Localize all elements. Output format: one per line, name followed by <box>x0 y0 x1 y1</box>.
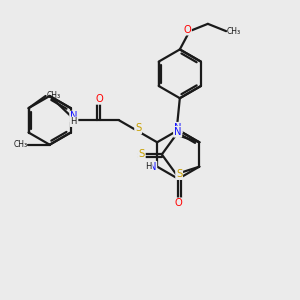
Text: S: S <box>176 169 182 179</box>
Text: S: S <box>135 123 141 133</box>
Text: O: O <box>183 25 191 35</box>
Text: N: N <box>70 112 77 122</box>
Text: S: S <box>139 149 145 160</box>
Text: H: H <box>146 162 152 171</box>
Text: CH₃: CH₃ <box>13 140 27 149</box>
Text: O: O <box>174 198 182 208</box>
Text: O: O <box>96 94 104 104</box>
Text: CH₃: CH₃ <box>227 27 241 36</box>
Text: N: N <box>148 162 155 172</box>
Text: N: N <box>174 127 182 137</box>
Text: CH₃: CH₃ <box>46 92 61 100</box>
Text: N: N <box>175 123 182 133</box>
Text: H: H <box>70 117 77 126</box>
Text: N: N <box>149 162 156 172</box>
